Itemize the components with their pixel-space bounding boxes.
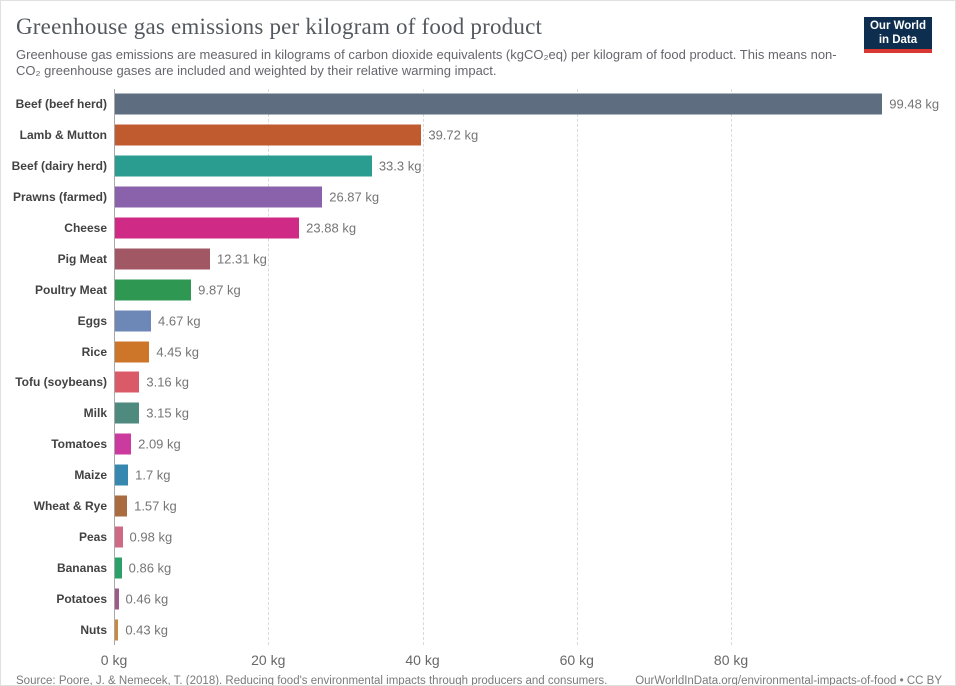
value-label: 1.7 kg bbox=[135, 467, 171, 483]
value-label: 99.48 kg bbox=[889, 96, 940, 112]
category-label: Potatoes bbox=[56, 591, 107, 606]
value-label: 4.45 kg bbox=[156, 344, 199, 360]
bar[interactable] bbox=[115, 619, 119, 641]
category-label: Beef (dairy herd) bbox=[11, 159, 107, 174]
bar-row: Tomatoes 2.09 kg bbox=[51, 429, 947, 460]
gridline-20kg bbox=[268, 89, 270, 645]
category-label: Wheat & Rye bbox=[33, 498, 107, 513]
bar-row: Pig Meat 12.31 kg bbox=[58, 243, 947, 274]
bar[interactable] bbox=[115, 371, 140, 393]
bar-row: Poultry Meat 9.87 kg bbox=[35, 274, 947, 305]
value-label: 4.67 kg bbox=[158, 313, 201, 329]
bar[interactable] bbox=[115, 402, 140, 424]
gridline-0kg bbox=[114, 89, 115, 645]
bar[interactable] bbox=[115, 155, 372, 177]
category-label: Milk bbox=[83, 406, 107, 421]
bar-row: Prawns (farmed) 26.87 kg bbox=[13, 182, 947, 213]
bar[interactable] bbox=[115, 310, 152, 332]
value-label: 12.31 kg bbox=[216, 251, 267, 267]
bar[interactable] bbox=[115, 495, 128, 517]
bar-row: Potatoes 0.46 kg bbox=[56, 583, 947, 614]
category-label: Lamb & Mutton bbox=[19, 128, 107, 143]
category-label: Eggs bbox=[77, 313, 107, 328]
category-label: Tomatoes bbox=[51, 437, 107, 452]
bar-row: Eggs 4.67 kg bbox=[78, 305, 947, 336]
category-label: Bananas bbox=[56, 560, 107, 575]
bar-row: Bananas 0.86 kg bbox=[57, 552, 947, 583]
x-tick-label-40kg: 40 kg bbox=[405, 652, 440, 668]
value-label: 1.57 kg bbox=[134, 498, 177, 514]
bar-row: Tofu (soybeans) 3.16 kg bbox=[15, 367, 947, 398]
bar[interactable] bbox=[115, 557, 122, 579]
x-tick-label-80kg: 80 kg bbox=[713, 652, 749, 668]
bar-row: Lamb & Mutton 39.72 kg bbox=[20, 120, 947, 151]
value-label: 0.43 kg bbox=[125, 622, 168, 638]
value-label: 2.09 kg bbox=[138, 436, 181, 452]
bar-row: Wheat & Rye 1.57 kg bbox=[34, 491, 947, 522]
bar[interactable] bbox=[115, 341, 150, 363]
value-label: 39.72 kg bbox=[428, 127, 479, 143]
category-label: Peas bbox=[78, 529, 107, 544]
value-label: 9.87 kg bbox=[198, 282, 241, 298]
x-tick-label-60kg: 60 kg bbox=[559, 652, 594, 668]
owid-logo-line2: in Data bbox=[878, 33, 918, 46]
x-axis: 0 kg 20 kg 40 kg 60 kg 80 kg bbox=[101, 652, 947, 672]
bar[interactable] bbox=[115, 248, 210, 270]
category-label: Cheese bbox=[64, 220, 107, 235]
category-label: Poultry Meat bbox=[34, 282, 107, 297]
source-note: Source: Poore, J. & Nemecek, T. (2018). … bbox=[16, 675, 608, 686]
owid-logo[interactable]: Our World in Data bbox=[863, 17, 932, 53]
owid-logo-line1: Our World bbox=[869, 20, 926, 32]
category-label: Nuts bbox=[80, 622, 107, 637]
value-label: 0.46 kg bbox=[125, 591, 169, 607]
value-label: 23.88 kg bbox=[306, 220, 357, 236]
bar[interactable] bbox=[115, 279, 192, 301]
chart-subtitle: Greenhouse gas emissions are measured in… bbox=[16, 47, 837, 78]
value-label: 0.98 kg bbox=[129, 529, 173, 545]
category-label: Tofu (soybeans) bbox=[15, 375, 107, 390]
page-title: Greenhouse gas emissions per kilogram of… bbox=[16, 14, 543, 39]
bar[interactable] bbox=[115, 93, 883, 115]
bar-row: Cheese 23.88 kg bbox=[64, 213, 947, 244]
category-label: Maize bbox=[74, 468, 107, 483]
x-tick-label-0kg: 0 kg bbox=[100, 652, 128, 668]
value-label: 0.86 kg bbox=[128, 560, 172, 576]
bar-row: Peas 0.98 kg bbox=[79, 521, 947, 552]
gridline-40kg bbox=[422, 89, 424, 645]
bar-row: Nuts 0.43 kg bbox=[80, 614, 947, 645]
bar-chart-plot: Beef (beef herd) 99.48 kg Lamb & Mutton 39.… bbox=[12, 89, 947, 645]
value-label: 26.87 kg bbox=[329, 189, 380, 205]
value-label: 33.3 kg bbox=[378, 158, 422, 174]
bar[interactable] bbox=[115, 526, 123, 548]
value-label: 3.16 kg bbox=[146, 374, 190, 390]
category-label: Prawns (farmed) bbox=[12, 190, 107, 205]
bar[interactable] bbox=[115, 433, 132, 455]
bar[interactable] bbox=[115, 124, 422, 146]
x-tick-label-20kg: 20 kg bbox=[251, 652, 286, 668]
bar[interactable] bbox=[115, 588, 119, 610]
chart-footer: Source: Poore, J. & Nemecek, T. (2018). … bbox=[16, 675, 942, 686]
category-label: Pig Meat bbox=[57, 251, 107, 266]
category-label: Rice bbox=[81, 344, 107, 359]
bar-row: Maize 1.7 kg bbox=[74, 460, 947, 491]
bar[interactable] bbox=[115, 464, 129, 486]
bar-row: Rice 4.45 kg bbox=[82, 336, 947, 367]
value-label: 3.15 kg bbox=[146, 405, 189, 421]
bar-row: Milk 3.15 kg bbox=[84, 398, 947, 429]
chart-header: Greenhouse gas emissions per kilogram of… bbox=[1, 1, 955, 79]
bar-row: Beef (beef herd) 99.48 kg bbox=[16, 89, 947, 120]
bar[interactable] bbox=[115, 217, 300, 239]
gridline-80kg bbox=[731, 89, 733, 645]
bar[interactable] bbox=[115, 186, 323, 208]
bar-row: Beef (dairy herd) 33.3 kg bbox=[12, 151, 947, 182]
category-label: Beef (beef herd) bbox=[15, 97, 107, 112]
gridline-60kg bbox=[576, 89, 578, 645]
owid-cc-link[interactable]: OurWorldInData.org/environmental-impacts… bbox=[635, 675, 942, 686]
